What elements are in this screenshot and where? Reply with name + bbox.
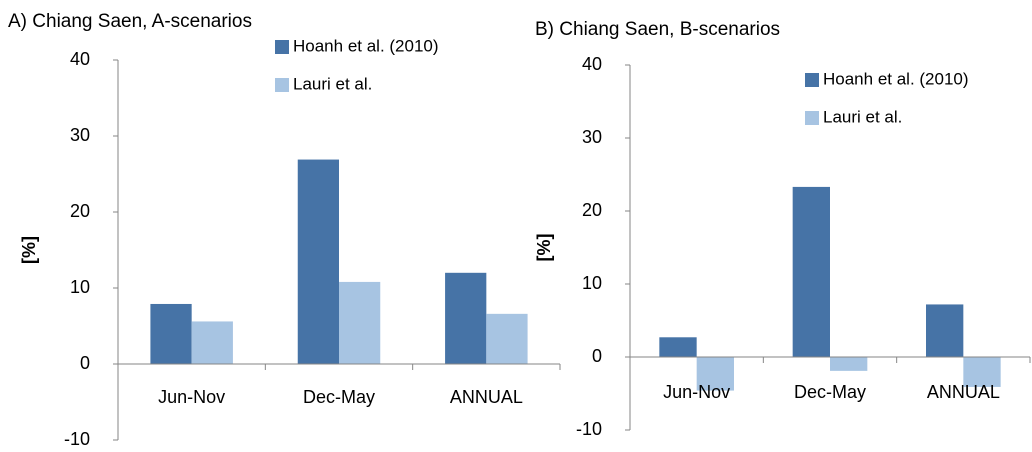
legend-swatch [275, 40, 289, 54]
bar [963, 357, 1001, 387]
legend-label: Hoanh et al. (2010) [823, 69, 969, 88]
legend-swatch [805, 73, 819, 87]
bar [297, 159, 339, 364]
y-axis-label: [%] [19, 236, 39, 264]
y-tick-label: 10 [70, 277, 90, 297]
bar [191, 321, 233, 364]
bar [792, 186, 830, 357]
legend-label: Lauri et al. [293, 74, 372, 93]
x-tick-label: ANNUAL [450, 387, 523, 407]
legend-swatch [805, 111, 819, 125]
y-tick-label: 10 [582, 273, 602, 293]
chart-title: B) Chiang Saen, B-scenarios [535, 19, 780, 40]
y-tick-label: 20 [582, 200, 602, 220]
legend-label: Lauri et al. [823, 107, 902, 126]
y-tick-label: 0 [80, 353, 90, 373]
bar [486, 313, 528, 364]
bar [926, 304, 964, 357]
x-tick-label: Dec-May [794, 382, 866, 402]
x-tick-label: ANNUAL [927, 382, 1000, 402]
bar [696, 357, 734, 391]
chart-title: A) Chiang Saen, A-scenarios [8, 11, 252, 32]
bar [830, 357, 868, 371]
y-tick-label: 20 [70, 201, 90, 221]
x-tick-label: Jun-Nov [158, 387, 225, 407]
y-tick-label: 40 [582, 54, 602, 74]
y-tick-label: -10 [576, 419, 602, 439]
bar [659, 337, 697, 357]
y-tick-label: -10 [64, 429, 90, 449]
y-tick-label: 0 [592, 346, 602, 366]
legend-swatch [275, 78, 289, 92]
legend-label: Hoanh et al. (2010) [293, 36, 439, 55]
y-tick-label: 40 [70, 49, 90, 69]
y-tick-label: 30 [582, 127, 602, 147]
y-axis-label: [%] [534, 234, 554, 262]
bar [445, 272, 487, 364]
bar [150, 303, 192, 364]
y-tick-label: 30 [70, 125, 90, 145]
bar [339, 281, 381, 364]
x-tick-label: Jun-Nov [663, 382, 730, 402]
x-tick-label: Dec-May [303, 387, 375, 407]
